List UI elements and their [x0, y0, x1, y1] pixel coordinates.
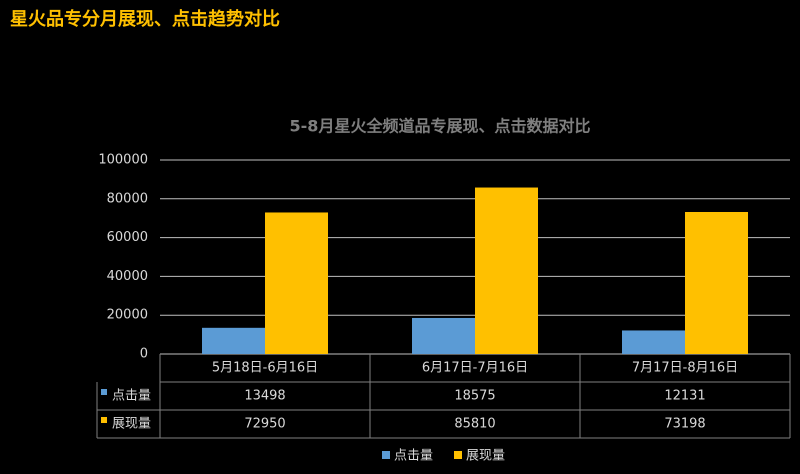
y-tick-label: 0 — [140, 347, 148, 362]
bar — [685, 211, 748, 354]
x-tick-label: 5月18日-6月16日 — [212, 361, 318, 376]
legend-key — [382, 451, 390, 459]
bar — [412, 317, 475, 354]
bar — [475, 187, 538, 354]
y-tick-label: 80000 — [107, 191, 148, 206]
table-value: 73198 — [664, 417, 705, 432]
table-value: 13498 — [244, 389, 285, 404]
table-series-name: 展现量 — [112, 417, 151, 432]
page-title: 星火品专分月展现、点击趋势对比 — [10, 8, 280, 30]
table-legend-key — [101, 417, 107, 423]
legend-label: 展现量 — [466, 449, 505, 464]
table-series-name: 点击量 — [112, 389, 151, 404]
chart-title: 5-8月星火全频道品专展现、点击数据对比 — [290, 117, 591, 136]
legend-key — [454, 451, 462, 459]
legend-label: 点击量 — [394, 449, 433, 464]
table-value: 72950 — [244, 417, 285, 432]
y-tick-label: 60000 — [107, 230, 148, 245]
table-value: 85810 — [454, 417, 495, 432]
table-value: 12131 — [664, 389, 705, 404]
table-value: 18575 — [454, 389, 495, 404]
x-tick-label: 6月17日-7月16日 — [422, 361, 528, 376]
x-tick-label: 7月17日-8月16日 — [632, 361, 738, 376]
y-tick-label: 20000 — [107, 308, 148, 323]
y-tick-label: 100000 — [98, 153, 148, 168]
y-tick-label: 40000 — [107, 269, 148, 284]
bar — [265, 212, 328, 354]
bar — [202, 327, 265, 354]
bar — [622, 330, 685, 354]
table-legend-key — [101, 389, 107, 395]
